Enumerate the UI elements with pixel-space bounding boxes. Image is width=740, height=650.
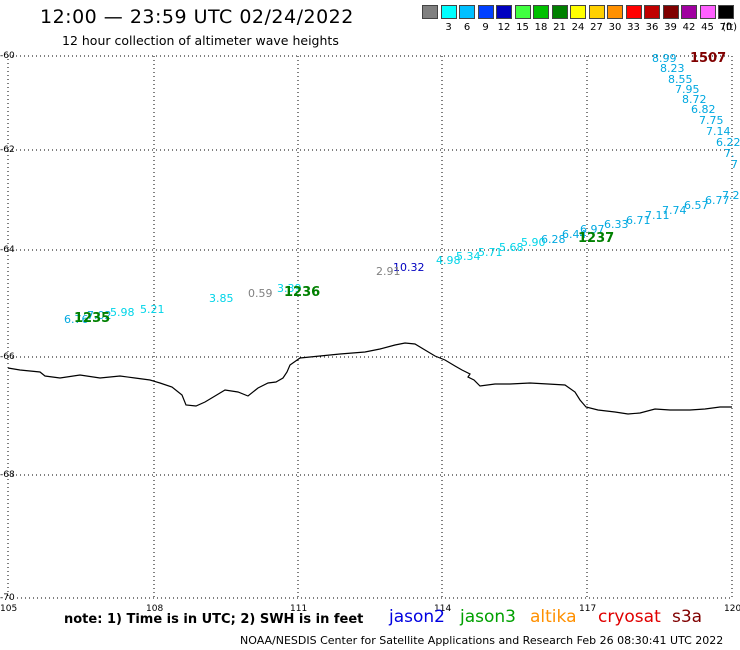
wave-height-value: 10.32 (393, 261, 425, 274)
wave-height-value: 7.14 (706, 125, 731, 138)
wave-height-value: 6.44 (562, 228, 587, 241)
legend-swatch (644, 5, 660, 19)
legend-swatch (699, 5, 716, 19)
legend-swatch (422, 5, 438, 19)
wave-height-value: 2.91 (376, 265, 401, 278)
map-border (7, 55, 733, 599)
wave-height-value: 7 (731, 158, 738, 171)
latitude-tick-label: -68 (0, 470, 15, 480)
wave-height-value: 6.57 (684, 199, 709, 212)
wave-height-value: 5.90 (521, 236, 546, 249)
wave-height-value: 6.82 (691, 103, 716, 116)
legend-label: 70 (719, 22, 733, 33)
satellite-name-altika: altika (530, 607, 577, 627)
wave-height-value: 5.21 (140, 303, 165, 316)
wave-height-value: 7. (724, 147, 735, 160)
legend-label: 18 (534, 22, 548, 33)
wave-height-value: 5.98 (110, 306, 135, 319)
latitude-tick-label: -66 (0, 352, 15, 362)
wave-height-value: 6.77 (705, 194, 730, 207)
wave-height-value: 7.11 (645, 209, 670, 222)
latitude-tick-label: -60 (0, 51, 15, 61)
wave-height-value: 8.23 (660, 62, 685, 75)
longitude-tick-label: 105 (0, 604, 18, 614)
legend-label: 39 (664, 22, 677, 33)
wave-height-value: 3.39 (277, 282, 302, 295)
legend-swatch (607, 5, 623, 19)
satellite-name-jason2: jason2 (389, 607, 445, 627)
satellite-name-jason3: jason3 (460, 607, 516, 627)
legend-label: 3 (445, 22, 452, 33)
legend-label: 42 (682, 22, 696, 33)
legend-label: 21 (553, 22, 566, 33)
legend-swatch (514, 5, 531, 19)
wave-height-value: 0.59 (248, 287, 273, 300)
pass-time-label: 1236 (284, 285, 321, 300)
legend-label: 33 (627, 22, 640, 33)
wave-height-value: 6.33 (604, 218, 629, 231)
longitude-tick-label: 117 (579, 604, 597, 614)
legend-swatch (551, 5, 568, 19)
wave-height-value: 5.68 (499, 241, 524, 254)
page-subtitle: 12 hour collection of altimeter wave hei… (62, 33, 339, 48)
latitude-tick-label: -62 (0, 145, 15, 155)
legend-unit: (ft) (721, 22, 738, 33)
legend-swatch (570, 5, 586, 19)
longitude-tick-label: 108 (146, 604, 164, 614)
wave-height-value: 8.72 (682, 93, 707, 106)
legend-label: 9 (482, 22, 489, 33)
coastline (7, 342, 732, 415)
wave-height-value: 8.99 (652, 52, 677, 65)
legend-swatch (496, 5, 512, 19)
legend-swatch (662, 5, 679, 19)
wave-height-value: 5.71 (478, 246, 503, 259)
page-title: 12:00 — 23:59 UTC 02/24/2022 (40, 6, 354, 28)
legend-label: 24 (571, 22, 585, 33)
legend-label: 6 (463, 22, 471, 33)
legend-swatch (533, 5, 549, 19)
wave-height-value: 7.02 (87, 309, 112, 322)
legend-label: 45 (701, 22, 714, 33)
wave-height-value: 6.76 (64, 313, 89, 326)
pass-time-label: 1507 (690, 51, 727, 66)
legend-swatch (625, 5, 642, 19)
credit-line: NOAA/NESDIS Center for Satellite Applica… (240, 634, 724, 647)
footer-note: note: 1) Time is in UTC; 2) SWH is in fe… (64, 612, 364, 627)
wave-height-value: 7.75 (699, 114, 724, 127)
longitude-tick-label: 114 (434, 604, 452, 614)
wave-height-value: 3.85 (209, 292, 234, 305)
wave-height-value: 8.55 (668, 73, 693, 86)
legend-label: 12 (497, 22, 511, 33)
legend-label: 30 (608, 22, 622, 33)
pass-time-label: 1237 (578, 231, 615, 246)
legend-swatch (681, 5, 697, 19)
legend-label: 36 (645, 22, 659, 33)
legend-label: 15 (516, 22, 529, 33)
satellite-name-cryosat: cryosat (598, 607, 661, 627)
latitude-tick-label: -64 (0, 245, 15, 255)
legend-swatch (477, 5, 494, 19)
wave-height-value: 7.2 (722, 189, 740, 202)
wave-height-value: 4.98 (436, 254, 461, 267)
satellite-name-s3a: s3a (672, 607, 703, 627)
latitude-tick-label: -70 (0, 593, 15, 603)
wave-height-value: 5.34 (456, 250, 481, 263)
legend-swatch (440, 5, 457, 19)
wave-height-value: 6.71 (626, 214, 651, 227)
longitude-tick-label: 120 (724, 604, 740, 614)
longitude-tick-label: 111 (290, 604, 308, 614)
wave-height-value: 7.74 (662, 204, 687, 217)
wave-height-value: 6.97 (580, 223, 605, 236)
legend-swatch (459, 5, 475, 19)
pass-time-label: 1235 (74, 311, 111, 326)
legend-label: 27 (590, 22, 603, 33)
legend-swatch (718, 5, 734, 19)
wave-height-value: 6.28 (541, 233, 566, 246)
wave-height-value: 7.95 (675, 83, 700, 96)
legend-swatch (588, 5, 605, 19)
wave-height-value: 6.22 (716, 136, 740, 149)
